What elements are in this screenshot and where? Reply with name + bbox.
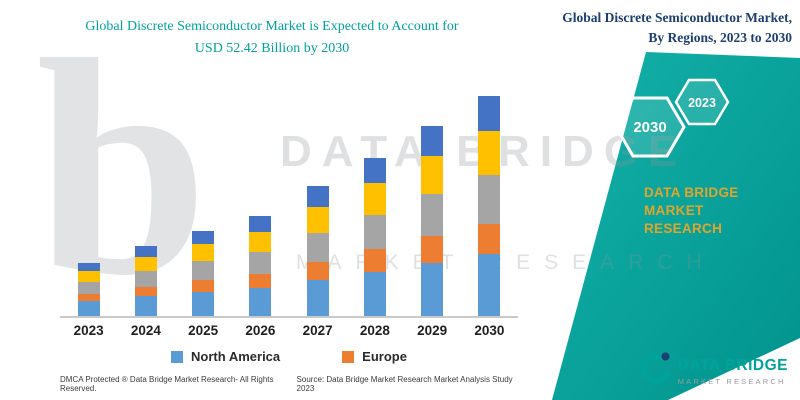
panel-title-line1: Global Discrete Semiconductor Market, <box>562 10 792 25</box>
bar-stack-2028 <box>363 157 386 316</box>
bar-segment-unlabeled-yellow <box>478 131 501 176</box>
legend-label: Europe <box>362 349 407 364</box>
footer: DMCA Protected ® Data Bridge Market Rese… <box>60 375 518 393</box>
legend-label: North America <box>191 349 281 364</box>
bar-column-2029 <box>404 125 461 316</box>
x-label-2030: 2030 <box>474 323 505 338</box>
bar-column-2025 <box>175 230 232 316</box>
bar-segment-unlabeled-darkblue <box>478 96 501 132</box>
bar-segment-europe <box>306 261 329 280</box>
bar-segment-unlabeled-darkblue <box>421 125 444 157</box>
bar-segment-europe <box>478 223 501 255</box>
bar-segment-unlabeled-gray <box>421 194 444 237</box>
bar-segment-north-america <box>306 279 329 316</box>
bar-segment-unlabeled-darkblue <box>134 246 157 258</box>
x-label-2028: 2028 <box>359 323 390 338</box>
bar-segment-unlabeled-gray <box>306 233 329 262</box>
bar-segment-north-america <box>134 296 157 316</box>
x-label-2024: 2024 <box>130 323 161 338</box>
x-label-2025: 2025 <box>188 323 219 338</box>
logo-swoosh-icon <box>640 352 670 384</box>
bar-segment-unlabeled-darkblue <box>363 157 386 184</box>
brand-text: DATA BRIDGE MARKET RESEARCH <box>644 184 800 239</box>
logo-title: DATA BRIDGE <box>677 356 788 374</box>
panel-title-line2: By Regions, 2023 to 2030 <box>648 30 792 46</box>
bar-stack-2023 <box>77 263 100 316</box>
bar-segment-unlabeled-gray <box>77 281 100 294</box>
bar-column-2026 <box>232 216 289 316</box>
bar-segment-unlabeled-yellow <box>249 232 272 253</box>
logo-subtitle: MARKET RESEARCH <box>677 376 786 386</box>
bar-segment-europe <box>421 236 444 263</box>
legend-item-europe: Europe <box>342 349 407 364</box>
legend-item-north-america: North America <box>171 349 280 364</box>
legend: North America Europe <box>60 349 518 364</box>
footer-dmca-text: DMCA Protected ® Data Bridge Market Rese… <box>60 375 274 393</box>
bar-segment-europe <box>249 274 272 288</box>
bar-segment-unlabeled-gray <box>478 175 501 224</box>
bar-column-2027 <box>289 186 346 316</box>
bar-segment-unlabeled-yellow <box>363 183 386 215</box>
bar-segment-unlabeled-gray <box>363 214 386 250</box>
bar-stack-2030 <box>478 96 501 316</box>
data-bridge-logo: DATA BRIDGE MARKET RESEARCH <box>637 351 788 391</box>
bar-stack-2029 <box>421 125 444 316</box>
bar-stack-2026 <box>249 216 272 316</box>
bar-segment-unlabeled-gray <box>192 261 215 281</box>
bar-segment-europe <box>134 286 157 297</box>
legend-swatch <box>342 350 355 363</box>
bar-segment-north-america <box>478 254 501 316</box>
bar-segment-unlabeled-darkblue <box>77 263 100 272</box>
plot-area <box>60 90 518 318</box>
panel-title: Global Discrete Semiconductor Market, By… <box>562 8 792 49</box>
watermark-b-logo: b <box>36 0 209 340</box>
chart-title-line2: USD 52.42 Billion by 2030 <box>194 41 350 57</box>
bar-column-2024 <box>117 246 174 316</box>
bar-segment-unlabeled-yellow <box>421 156 444 195</box>
logo-text: DATA BRIDGE MARKET RESEARCH <box>678 357 788 386</box>
bar-segment-unlabeled-yellow <box>192 244 215 262</box>
bar-segment-europe <box>363 249 386 272</box>
hexagon-2023-shape <box>674 78 730 126</box>
brand-text-line1: DATA BRIDGE MARKET <box>644 185 739 219</box>
bar-column-2023 <box>60 263 117 316</box>
bar-segment-europe <box>77 293 100 302</box>
x-label-2023: 2023 <box>73 323 104 338</box>
bar-segment-unlabeled-darkblue <box>249 216 272 233</box>
bar-stack-2025 <box>192 230 215 316</box>
footer-source-text: Source: Data Bridge Market Research Mark… <box>296 375 513 393</box>
bar-segment-unlabeled-darkblue <box>306 186 329 207</box>
bar-segment-unlabeled-gray <box>134 271 157 287</box>
x-label-2026: 2026 <box>245 323 276 338</box>
bar-segment-europe <box>192 280 215 293</box>
bar-segment-unlabeled-darkblue <box>192 230 215 245</box>
x-label-2029: 2029 <box>417 323 448 338</box>
bar-segment-north-america <box>421 262 444 316</box>
x-label-2027: 2027 <box>302 323 333 338</box>
x-axis-labels: 2023 2024 2025 2026 2027 2028 2029 2030 <box>60 318 518 338</box>
chart-title-line1: Global Discrete Semiconductor Market is … <box>85 19 459 34</box>
bar-column-2028 <box>346 157 403 316</box>
bar-stack-2024 <box>134 246 157 316</box>
bar-segment-north-america <box>363 271 386 316</box>
bar-stack-2027 <box>306 186 329 316</box>
bar-segment-north-america <box>249 287 272 316</box>
bar-column-2030 <box>461 96 518 316</box>
bar-segment-unlabeled-yellow <box>306 207 329 233</box>
chart: 2023 2024 2025 2026 2027 2028 2029 2030 North A… <box>60 90 518 364</box>
legend-swatch <box>171 350 184 363</box>
chart-title: Global Discrete Semiconductor Market is … <box>26 16 518 61</box>
bar-segment-unlabeled-gray <box>249 252 272 275</box>
bar-segment-unlabeled-yellow <box>134 257 157 272</box>
bar-segment-unlabeled-yellow <box>77 271 100 282</box>
brand-text-line2: RESEARCH <box>644 221 723 237</box>
bar-segment-north-america <box>192 292 215 316</box>
hexagon-2023: 2023 <box>674 78 730 126</box>
bar-segment-north-america <box>77 301 100 316</box>
hexagon-2023-label: 2023 <box>688 96 716 110</box>
